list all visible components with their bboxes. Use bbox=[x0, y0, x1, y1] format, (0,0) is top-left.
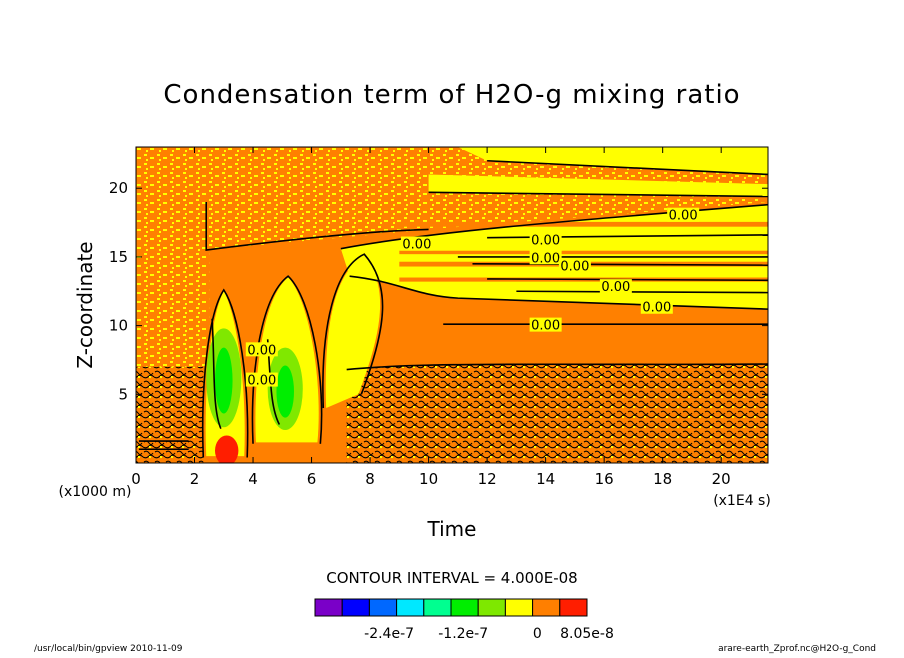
colorbar-swatch bbox=[423, 598, 452, 617]
contour-label-bg bbox=[529, 317, 562, 332]
colorbar-swatch bbox=[532, 598, 561, 617]
contour-label: 0.00 bbox=[601, 280, 630, 295]
contour-line bbox=[472, 262, 768, 266]
y-tick-label: 10 bbox=[109, 317, 128, 335]
contour-line bbox=[205, 201, 429, 251]
noisy-region-bottom-left bbox=[136, 366, 204, 463]
contour-label-layer: 0.000.00 0.000.000.000.000.000.000.000.00 bbox=[245, 207, 700, 389]
colorbar-label: -2.4e-7 bbox=[364, 626, 414, 642]
contour-label-bg bbox=[245, 372, 278, 387]
contour-label-bg bbox=[245, 342, 278, 357]
positive-cell bbox=[215, 435, 239, 463]
colorbar-swatch bbox=[477, 598, 506, 617]
colorbar: -2.4e-7 -1.2e-7 0 8.05e-8 bbox=[314, 598, 614, 642]
x-tick-label: 6 bbox=[307, 470, 317, 488]
y-axis-label: Z-coordinate bbox=[73, 241, 97, 368]
colorbar-swatch bbox=[559, 598, 588, 617]
contour-label-bg bbox=[529, 250, 562, 265]
x-tick-label: 16 bbox=[595, 470, 614, 488]
x-tick-label: 20 bbox=[712, 470, 731, 488]
colorbar-label: 8.05e-8 bbox=[560, 626, 614, 642]
top-band-1 bbox=[457, 147, 768, 175]
contour-label: 0.00 bbox=[247, 343, 276, 358]
colorbar-swatch bbox=[368, 598, 398, 617]
contour-line bbox=[201, 288, 249, 458]
x-tick-label: 10 bbox=[419, 470, 438, 488]
x-tick-label: 14 bbox=[536, 470, 555, 488]
y-unit-label: (x1000 m) bbox=[59, 484, 132, 500]
contour-label: 0.00 bbox=[402, 238, 431, 253]
x-unit-label: (x1E4 s) bbox=[713, 493, 771, 509]
x-tick-label: 4 bbox=[248, 470, 258, 488]
core-green-1 bbox=[215, 347, 233, 414]
contour-label-bg bbox=[667, 207, 700, 222]
contour-label-bg bbox=[599, 279, 632, 294]
contour-label: 0.00 bbox=[531, 319, 560, 334]
plot-frame bbox=[135, 146, 769, 464]
y-tick-label: 5 bbox=[118, 385, 128, 403]
contour-line bbox=[428, 191, 768, 198]
chart-title: Condensation term of H2O-g mixing ratio bbox=[163, 80, 740, 110]
contour-label-bg bbox=[400, 236, 433, 251]
contour-line bbox=[487, 159, 768, 176]
x-tick-label: 0 bbox=[131, 470, 141, 488]
contour-label: 0.00 bbox=[531, 251, 560, 266]
footer-left: /usr/local/bin/gpview 2010-11-09 bbox=[34, 644, 183, 654]
noisy-region-bottom bbox=[346, 364, 768, 463]
colorbar-swatch bbox=[341, 598, 370, 617]
contour-line bbox=[516, 290, 768, 294]
colorbar-swatch bbox=[314, 598, 343, 617]
x-axis-label: Time bbox=[427, 517, 477, 541]
plot-area: 0.000.00 0.000.000.000.000.000.000.000.00 bbox=[136, 147, 768, 463]
plume-3 bbox=[325, 256, 381, 409]
y-tick-label: 15 bbox=[109, 248, 128, 266]
x-tick-label: 12 bbox=[478, 470, 497, 488]
contour-label: 0.00 bbox=[247, 374, 276, 389]
contour-line bbox=[346, 363, 768, 371]
contour-label: 0.00 bbox=[560, 260, 589, 275]
x-tick-label: 2 bbox=[190, 470, 200, 488]
stratified-stripe bbox=[399, 221, 768, 227]
contour-label-bg bbox=[558, 258, 591, 273]
colorbar-swatch bbox=[504, 598, 534, 617]
y-tick-label: 20 bbox=[109, 179, 128, 197]
contour-line bbox=[322, 253, 384, 409]
contour-line bbox=[211, 318, 222, 429]
core-green-2 bbox=[276, 365, 294, 418]
stratified-stripe bbox=[399, 250, 768, 255]
contour-line bbox=[138, 440, 189, 451]
x-axis: 0 2 4 6 8 10 12 14 16 18 20 bbox=[131, 147, 731, 488]
contour-label: 0.00 bbox=[642, 301, 671, 316]
x-tick-label: 8 bbox=[365, 470, 375, 488]
contour-label: 0.00 bbox=[531, 233, 560, 248]
colorbar-label: 0 bbox=[533, 626, 542, 642]
colorbar-swatch bbox=[396, 598, 425, 617]
contour-interval-text: CONTOUR INTERVAL = 4.000E-08 bbox=[326, 569, 577, 587]
noisy-region-left bbox=[136, 201, 210, 367]
colorbar-swatch bbox=[450, 598, 479, 617]
noisy-region-wedge bbox=[206, 201, 768, 251]
contour-label-bg bbox=[529, 232, 562, 247]
contour-label-bg bbox=[640, 299, 673, 314]
contour-label: 0.00 bbox=[669, 209, 698, 224]
x-tick-label: 18 bbox=[653, 470, 672, 488]
y-axis: 5 10 15 20 bbox=[109, 179, 768, 403]
colorbar-label: -1.2e-7 bbox=[438, 626, 488, 642]
footer-right: arare-earth_Zprof.nc@H2O-g_Cond bbox=[718, 644, 876, 654]
top-band-2 bbox=[428, 174, 768, 197]
